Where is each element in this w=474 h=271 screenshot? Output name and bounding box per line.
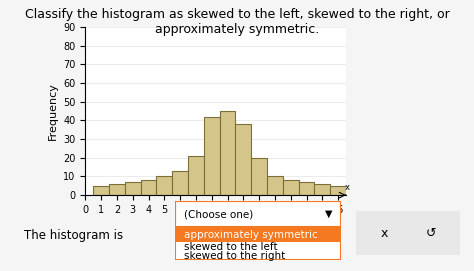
Bar (109, 184, 125, 195)
Bar (267, 176, 283, 195)
FancyBboxPatch shape (175, 251, 341, 260)
Bar (283, 180, 299, 195)
Bar (330, 186, 346, 195)
Text: approximately symmetric: approximately symmetric (183, 230, 318, 240)
Text: ▼: ▼ (325, 209, 332, 219)
Bar (236, 124, 251, 195)
FancyBboxPatch shape (175, 242, 341, 251)
FancyBboxPatch shape (175, 227, 341, 242)
Bar (156, 176, 172, 195)
Text: Classify the histogram as skewed to the left, skewed to the right, or approximat: Classify the histogram as skewed to the … (25, 8, 449, 36)
Text: skewed to the right: skewed to the right (183, 251, 285, 261)
Bar (172, 171, 188, 195)
Text: skewed to the left: skewed to the left (183, 242, 277, 252)
Bar (251, 158, 267, 195)
Bar (93, 186, 109, 195)
Bar (204, 117, 219, 195)
Text: x: x (345, 183, 350, 192)
Text: x: x (381, 227, 388, 240)
Bar (219, 111, 236, 195)
Text: The histogram is: The histogram is (24, 229, 123, 242)
Text: ↺: ↺ (425, 227, 436, 240)
FancyBboxPatch shape (175, 201, 341, 227)
Bar (299, 182, 314, 195)
FancyBboxPatch shape (350, 209, 465, 257)
Bar (125, 182, 141, 195)
Text: (Choose one): (Choose one) (183, 209, 253, 219)
Bar (314, 184, 330, 195)
Bar (188, 156, 204, 195)
Y-axis label: Frequency: Frequency (48, 82, 58, 140)
Bar (141, 180, 156, 195)
